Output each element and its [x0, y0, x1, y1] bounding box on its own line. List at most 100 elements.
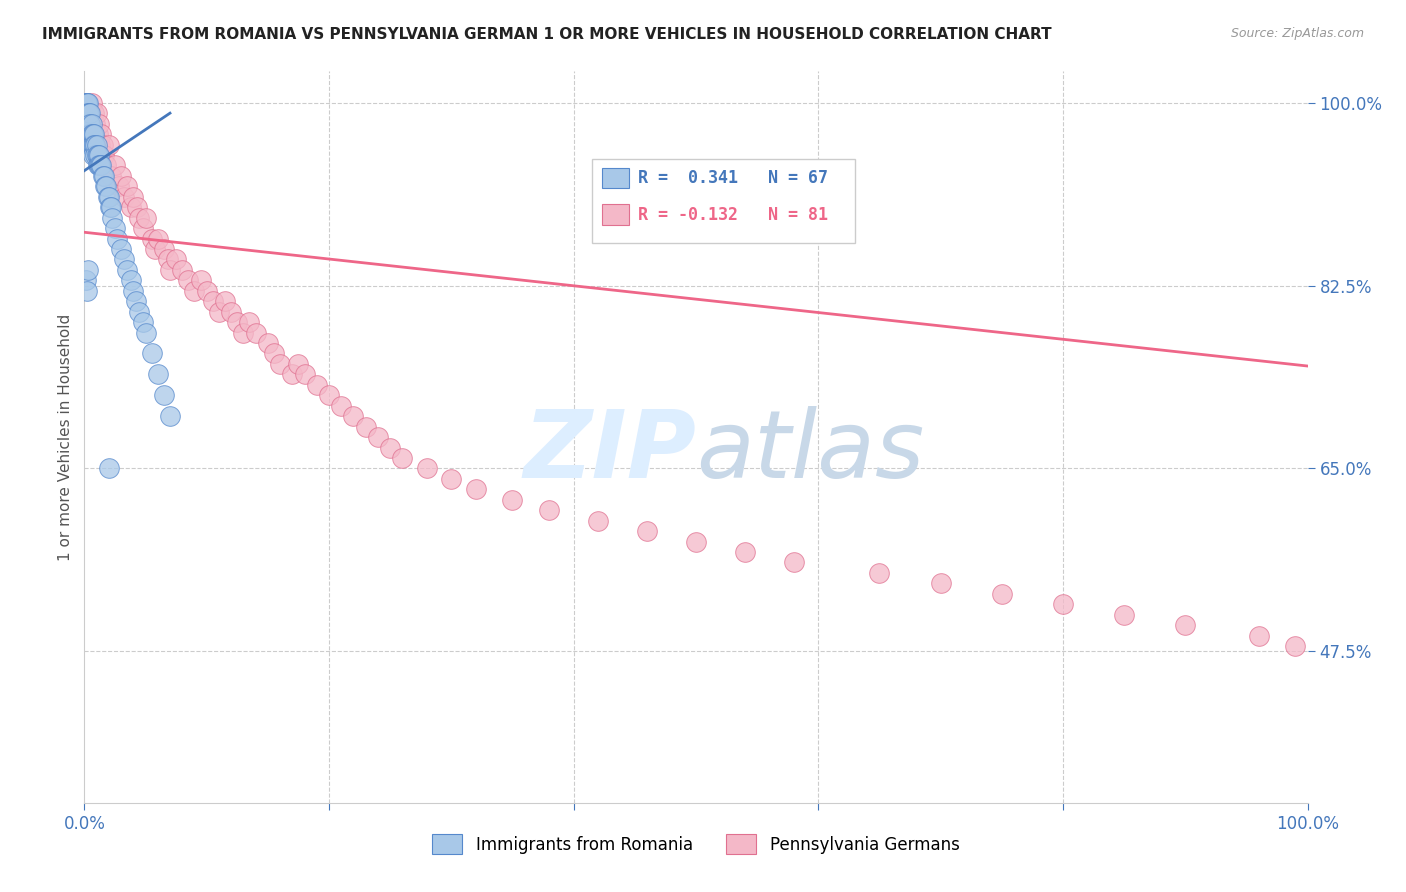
Point: [80, 127, 103, 141]
Point: [80, 95, 103, 110]
Point: [156, 252, 179, 267]
Point: [330, 399, 353, 413]
Point: [869, 566, 891, 580]
Text: atlas: atlas: [696, 406, 924, 497]
Point: [1174, 618, 1197, 632]
Text: IMMIGRANTS FROM ROMANIA VS PENNSYLVANIA GERMAN 1 OR MORE VEHICLES IN HOUSEHOLD C: IMMIGRANTS FROM ROMANIA VS PENNSYLVANIA …: [42, 27, 1052, 42]
Point: [367, 430, 389, 444]
Point: [112, 252, 135, 267]
Point: [90, 127, 112, 141]
Point: [110, 169, 132, 183]
Point: [208, 304, 231, 318]
Point: [89, 158, 111, 172]
Point: [201, 294, 224, 309]
Point: [87, 148, 110, 162]
FancyBboxPatch shape: [602, 204, 628, 225]
Text: ZIP: ZIP: [523, 406, 696, 498]
Point: [115, 263, 138, 277]
Point: [89, 137, 111, 152]
Point: [132, 221, 155, 235]
Point: [76, 106, 98, 120]
Y-axis label: 1 or more Vehicles in Household: 1 or more Vehicles in Household: [58, 313, 73, 561]
Point: [96, 158, 118, 172]
Point: [97, 137, 120, 152]
Point: [1284, 639, 1306, 653]
Point: [97, 190, 120, 204]
Point: [141, 231, 163, 245]
Point: [80, 137, 103, 152]
Point: [77, 117, 100, 131]
Point: [83, 137, 105, 152]
Point: [77, 127, 100, 141]
Point: [538, 503, 561, 517]
Point: [104, 221, 127, 235]
Point: [87, 158, 110, 172]
Point: [75, 273, 97, 287]
Point: [783, 556, 806, 570]
Point: [75, 106, 97, 120]
Point: [75, 95, 97, 110]
Point: [122, 284, 145, 298]
Point: [132, 315, 155, 329]
Point: [105, 231, 128, 245]
Point: [86, 106, 108, 120]
Point: [135, 326, 157, 340]
Point: [107, 179, 129, 194]
Point: [77, 106, 100, 120]
Point: [82, 148, 104, 162]
Point: [84, 148, 107, 162]
Point: [734, 545, 756, 559]
Point: [141, 346, 163, 360]
Point: [79, 106, 101, 120]
Point: [79, 117, 101, 131]
Point: [91, 169, 114, 183]
Point: [586, 514, 609, 528]
Point: [87, 127, 110, 141]
Point: [98, 200, 121, 214]
Point: [391, 450, 413, 465]
Point: [76, 95, 98, 110]
Point: [96, 179, 118, 194]
Point: [128, 211, 150, 225]
Point: [1052, 597, 1074, 611]
Point: [90, 158, 112, 172]
Point: [101, 211, 124, 225]
FancyBboxPatch shape: [592, 159, 855, 244]
Point: [112, 190, 135, 204]
Point: [143, 242, 166, 256]
Point: [86, 137, 108, 152]
Point: [257, 336, 280, 351]
Point: [354, 419, 377, 434]
Legend: Immigrants from Romania, Pennsylvania Germans: Immigrants from Romania, Pennsylvania Ge…: [426, 828, 966, 860]
Point: [153, 388, 176, 402]
Point: [125, 294, 148, 309]
Point: [1114, 607, 1136, 622]
Point: [76, 117, 98, 131]
Text: R =  0.341   N = 67: R = 0.341 N = 67: [638, 169, 828, 187]
Point: [177, 273, 200, 287]
Point: [77, 95, 100, 110]
Text: R = -0.132   N = 81: R = -0.132 N = 81: [638, 206, 828, 224]
Point: [79, 117, 101, 131]
Point: [77, 263, 100, 277]
Point: [464, 483, 486, 497]
Text: Source: ZipAtlas.com: Source: ZipAtlas.com: [1230, 27, 1364, 40]
Point: [97, 190, 120, 204]
Point: [120, 200, 142, 214]
Point: [159, 263, 181, 277]
Point: [76, 95, 98, 110]
Point: [128, 304, 150, 318]
Point: [87, 117, 110, 131]
Point: [115, 179, 138, 194]
Point: [287, 357, 309, 371]
Point: [77, 127, 100, 141]
Point: [104, 158, 127, 172]
Point: [83, 127, 105, 141]
Point: [416, 461, 439, 475]
Point: [76, 95, 98, 110]
Point: [146, 368, 169, 382]
Point: [929, 576, 952, 591]
Point: [281, 368, 304, 382]
Point: [120, 273, 142, 287]
Point: [226, 315, 249, 329]
